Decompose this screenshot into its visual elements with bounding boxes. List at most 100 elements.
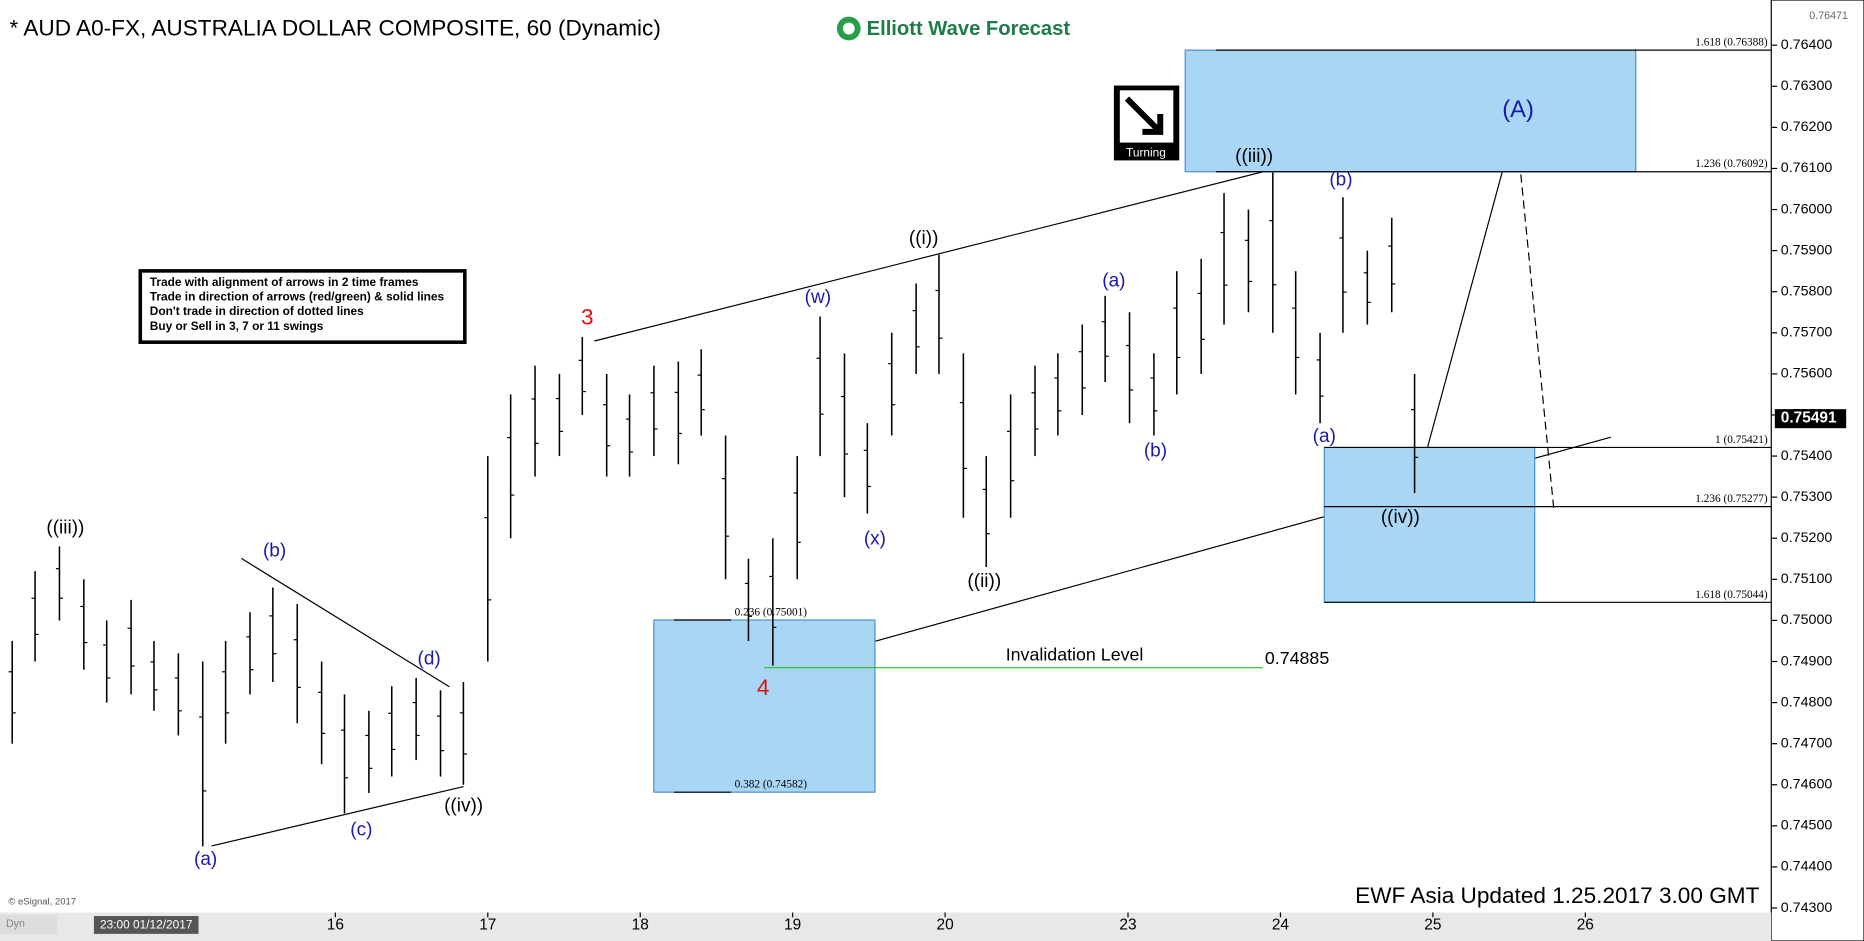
price-bar <box>318 661 326 765</box>
price-bar <box>436 690 445 777</box>
price-bar <box>507 394 515 539</box>
price-bar <box>199 661 207 847</box>
price-bar <box>1269 172 1277 333</box>
price-bar <box>8 640 16 744</box>
notes-box <box>138 269 467 344</box>
price-axis <box>1770 0 1864 941</box>
price-bar <box>744 558 753 641</box>
y-tick-label: 0.74300 <box>1781 900 1833 916</box>
time-axis <box>0 912 1772 941</box>
start-label-box <box>93 916 199 934</box>
price-bar <box>625 394 634 477</box>
price-bar <box>412 677 420 761</box>
y-tick-label: 0.75800 <box>1781 283 1833 299</box>
y-tick-label: 0.74900 <box>1781 653 1833 669</box>
wave-label: 4 <box>757 675 770 700</box>
price-bar <box>1031 365 1039 457</box>
y-tick-label: 0.76200 <box>1781 119 1833 135</box>
price-bar <box>1411 373 1419 494</box>
wave-label: ((iv)) <box>1381 507 1420 528</box>
price-bar <box>769 538 777 666</box>
wave-label: (x) <box>864 528 886 549</box>
x-tick-label: 16 <box>327 917 344 934</box>
fib-zone <box>653 619 876 793</box>
note: Trade with alignment of arrows in 2 time… <box>150 275 419 289</box>
y-tick-label: 0.74400 <box>1781 859 1833 875</box>
price-bar <box>982 456 990 568</box>
price-bar <box>222 640 230 744</box>
y-tick-label: 0.76000 <box>1781 201 1833 217</box>
price-bar <box>1101 295 1109 383</box>
price-bar <box>840 353 849 498</box>
price-bar <box>31 571 39 662</box>
price-bar <box>674 361 682 465</box>
x-tick-label: 19 <box>784 917 801 934</box>
price-bar <box>912 283 920 374</box>
price-bar <box>127 599 135 695</box>
x-tick-label: 23 <box>1119 917 1136 934</box>
price-bar <box>1078 324 1086 415</box>
y-tick-label: 0.75000 <box>1781 612 1833 628</box>
y-tick-label: 0.74500 <box>1781 818 1833 834</box>
price-bar <box>246 612 254 695</box>
x-tick-label: 25 <box>1424 917 1441 934</box>
price-bar <box>269 587 277 683</box>
wave-label: (a) <box>1313 426 1336 447</box>
price-bar <box>1292 271 1300 395</box>
price-bar <box>1007 394 1015 518</box>
fib-label: 1.236 (0.75277) <box>1695 493 1768 505</box>
price-bar <box>80 579 88 670</box>
fib-label: 1.618 (0.75044) <box>1695 589 1768 601</box>
fib-label: 1.236 (0.76092) <box>1695 158 1768 170</box>
price-bar <box>388 686 396 777</box>
wave-label: ((ii)) <box>967 571 1001 592</box>
price-bar <box>603 373 611 477</box>
logo-icon-inner <box>842 22 855 35</box>
invalidation-value: 0.74885 <box>1265 648 1329 668</box>
wave-label: (c) <box>350 820 372 841</box>
footer: EWF Asia Updated 1.25.2017 3.00 GMT <box>1355 883 1759 908</box>
mode-label: Dyn <box>6 918 25 930</box>
wave-label: (b) <box>1144 441 1167 462</box>
wave-label: ((iv)) <box>444 796 483 817</box>
price-bar <box>697 349 705 436</box>
price-bar <box>1054 353 1062 436</box>
copyright: © eSignal, 2017 <box>8 896 76 907</box>
y-tick-label: 0.76400 <box>1781 37 1833 53</box>
price-bar <box>531 365 539 477</box>
invalidation-label: Invalidation Level <box>1006 644 1144 664</box>
price-bar <box>722 435 730 580</box>
x-tick-label: 20 <box>936 917 953 934</box>
fib-label: 1 (0.75421) <box>1715 434 1768 446</box>
y-tick-label: 0.75900 <box>1781 242 1833 258</box>
price-bar <box>863 423 871 514</box>
price-bar <box>959 353 967 518</box>
price-bar <box>793 456 801 580</box>
wave-label: (w) <box>805 287 831 308</box>
price-bar <box>150 640 158 711</box>
wave-label: ((i)) <box>909 228 939 249</box>
price-bar <box>484 456 492 662</box>
price-bar <box>1197 258 1205 374</box>
y-tick-label: 0.74600 <box>1781 777 1833 793</box>
x-tick-label: 18 <box>632 917 649 934</box>
wave-label: (b) <box>1329 170 1352 191</box>
y-tick-label: 0.75700 <box>1781 325 1833 341</box>
chart-title: * AUD A0-FX, AUSTRALIA DOLLAR COMPOSITE,… <box>10 16 661 41</box>
price-bar <box>935 254 943 374</box>
axis-top-label: 0.76471 <box>1809 10 1848 22</box>
last-price-label: 0.75491 <box>1781 410 1837 427</box>
price-bar <box>816 316 824 457</box>
price-bar <box>1125 312 1134 424</box>
y-tick-label: 0.74800 <box>1781 694 1833 710</box>
wave-label: 3 <box>581 304 594 329</box>
fib-label: 0.382 (0.74582) <box>735 779 808 791</box>
y-tick-label: 0.76100 <box>1781 160 1833 176</box>
badge-label: Turning <box>1126 145 1166 159</box>
price-bar <box>1339 197 1347 333</box>
fib-label: 1.618 (0.76388) <box>1695 37 1768 49</box>
price-bar <box>55 546 64 621</box>
price-bar <box>293 603 301 724</box>
price-bar <box>1173 271 1181 395</box>
